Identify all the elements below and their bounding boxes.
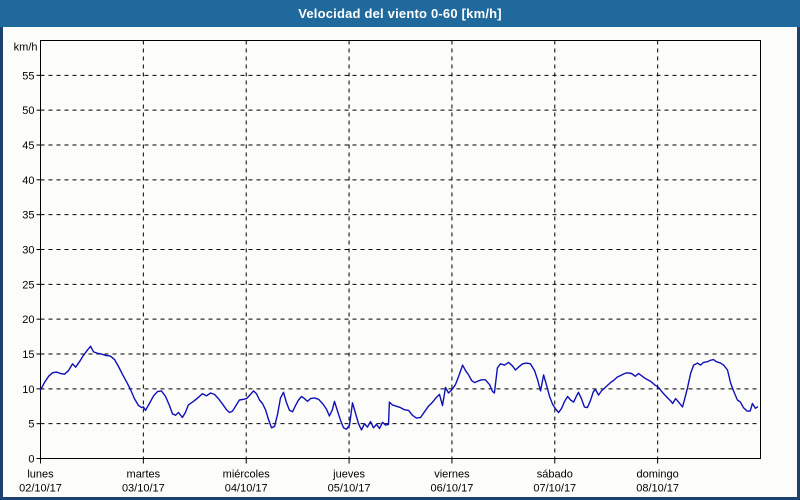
x-day-date-lunes: 02/10/17 [19, 483, 62, 495]
y-axis-unit-label: km/h [14, 42, 38, 54]
chart-title-bar: Velocidad del viento 0-60 [km/h] [0, 0, 800, 27]
x-day-date-viernes: 06/10/17 [431, 483, 474, 495]
x-day-name-viernes: viernes [434, 469, 470, 481]
x-day-name-jueves: jueves [332, 469, 365, 481]
y-tick-label-10: 10 [22, 384, 34, 396]
y-tick-label-40: 40 [22, 175, 34, 187]
x-day-name-lunes: lunes [27, 469, 54, 481]
window-border-frame [0, 27, 800, 500]
x-day-date-jueves: 05/10/17 [328, 483, 371, 495]
x-day-name-domingo: domingo [637, 469, 679, 481]
y-tick-label-45: 45 [22, 140, 34, 152]
wind-speed-series-line [39, 345, 759, 431]
x-day-name-miércoles: miércoles [223, 469, 271, 481]
y-tick-label-15: 15 [22, 349, 34, 361]
y-tick-label-0: 0 [28, 454, 34, 466]
y-tick-label-50: 50 [22, 105, 34, 117]
y-tick-label-25: 25 [22, 279, 34, 291]
x-day-date-sábado: 07/10/17 [533, 483, 576, 495]
y-tick-label-5: 5 [28, 419, 34, 431]
y-tick-label-20: 20 [22, 314, 34, 326]
x-day-date-miércoles: 04/10/17 [225, 483, 268, 495]
y-tick-label-35: 35 [22, 210, 34, 222]
x-day-name-sábado: sábado [537, 469, 573, 481]
y-tick-label-55: 55 [22, 70, 34, 82]
x-day-date-domingo: 08/10/17 [636, 483, 679, 495]
x-day-name-martes: martes [127, 469, 161, 481]
y-tick-label-30: 30 [22, 245, 34, 257]
x-day-date-martes: 03/10/17 [122, 483, 165, 495]
chart-title: Velocidad del viento 0-60 [km/h] [298, 6, 502, 21]
